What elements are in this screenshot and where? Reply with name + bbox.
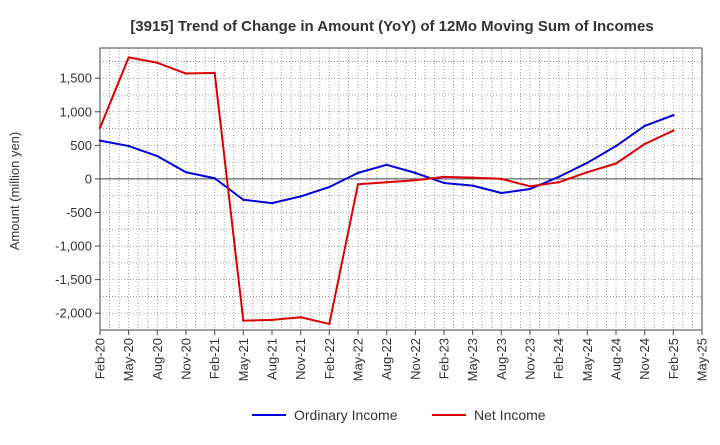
data-point-ordinary-income <box>500 191 503 195</box>
x-tick-label: May-21 <box>236 338 251 381</box>
data-point-ordinary-income <box>586 161 589 165</box>
data-point-ordinary-income <box>528 187 532 191</box>
data-point-net-income <box>414 179 417 182</box>
data-point-net-income <box>184 72 188 75</box>
data-point-net-income <box>442 175 446 179</box>
plot-area: -2,000 -1,500 -1,000 -500 0 500 1,000 1,500 Feb-… <box>55 47 710 381</box>
y-tick-label: 500 <box>70 138 92 153</box>
x-tick-label: May-25 <box>695 338 710 381</box>
data-point-net-income <box>242 319 245 322</box>
data-point-net-income <box>586 171 589 174</box>
x-tick-label: Aug-20 <box>150 338 165 380</box>
data-point-ordinary-income <box>385 163 388 167</box>
chart-title: [3915] Trend of Change in Amount (YoY) o… <box>130 18 653 35</box>
data-point-net-income <box>528 185 532 188</box>
x-tick-label: Feb-21 <box>207 338 222 379</box>
y-tick-label: -1,000 <box>55 239 92 254</box>
x-tick-label: May-22 <box>351 338 366 381</box>
data-point-net-income <box>557 181 560 184</box>
x-tick-label: Nov-21 <box>293 338 308 380</box>
data-point-net-income <box>500 177 503 181</box>
legend-label-ordinary-income: Ordinary Income <box>294 407 398 423</box>
data-point-ordinary-income <box>328 185 331 189</box>
data-point-ordinary-income <box>213 177 216 180</box>
data-point-net-income <box>471 176 474 179</box>
x-tick-label: May-23 <box>465 338 480 381</box>
y-axis-label: Amount (million yen) <box>7 132 22 251</box>
data-point-ordinary-income <box>471 184 474 187</box>
x-tick-label: Feb-20 <box>93 338 108 379</box>
legend: Ordinary Income Net Income <box>252 407 546 423</box>
data-point-ordinary-income <box>442 181 446 185</box>
x-tick-label: May-20 <box>121 338 136 381</box>
plot-frame <box>99 47 703 331</box>
x-tick-label: Aug-22 <box>379 338 394 380</box>
data-point-net-income <box>614 162 618 165</box>
data-point-net-income <box>213 71 216 75</box>
x-tick-label: Feb-25 <box>666 338 681 379</box>
data-point-ordinary-income <box>270 201 274 205</box>
data-point-ordinary-income <box>242 198 245 201</box>
x-tick-label: May-24 <box>580 338 595 381</box>
data-point-ordinary-income <box>299 195 302 198</box>
data-point-net-income <box>156 61 159 64</box>
plot-background <box>100 48 702 330</box>
data-point-net-income <box>299 316 302 319</box>
data-point-ordinary-income <box>98 139 102 142</box>
data-point-net-income <box>98 126 102 130</box>
data-point-net-income <box>127 56 130 59</box>
legend-label-net-income: Net Income <box>474 407 546 423</box>
x-tick-label: Nov-23 <box>523 338 538 380</box>
data-point-net-income <box>270 318 274 322</box>
data-point-ordinary-income <box>557 175 560 179</box>
x-tick-label: Feb-24 <box>551 338 566 379</box>
x-tick-label: Aug-21 <box>265 338 280 380</box>
x-tick-label: Nov-22 <box>408 338 423 380</box>
data-point-ordinary-income <box>356 171 360 175</box>
data-point-ordinary-income <box>156 154 159 158</box>
data-point-ordinary-income <box>414 171 417 175</box>
y-tick-label: 1,500 <box>59 71 92 86</box>
data-point-net-income <box>328 322 331 326</box>
x-tick-label: Feb-22 <box>322 338 337 379</box>
data-point-net-income <box>356 183 360 186</box>
x-tick-label: Feb-23 <box>437 338 452 379</box>
x-tick-label: Aug-24 <box>609 338 624 380</box>
data-point-ordinary-income <box>614 144 618 148</box>
y-tick-label: 1,000 <box>59 104 92 119</box>
data-point-ordinary-income <box>184 171 188 174</box>
x-tick-label: Aug-23 <box>494 338 509 380</box>
y-tick-label: 0 <box>85 171 92 186</box>
x-tick-label: Nov-20 <box>179 338 194 380</box>
data-point-ordinary-income <box>643 124 646 128</box>
data-point-net-income <box>385 181 388 184</box>
y-tick-label: -2,000 <box>55 306 92 321</box>
data-point-ordinary-income <box>127 144 130 148</box>
data-point-ordinary-income <box>672 113 675 117</box>
x-tick-label: Nov-24 <box>637 338 652 380</box>
data-point-net-income <box>672 129 675 132</box>
data-point-net-income <box>643 142 646 146</box>
y-tick-label: -1,500 <box>55 272 92 287</box>
y-tick-label: -500 <box>66 205 92 220</box>
